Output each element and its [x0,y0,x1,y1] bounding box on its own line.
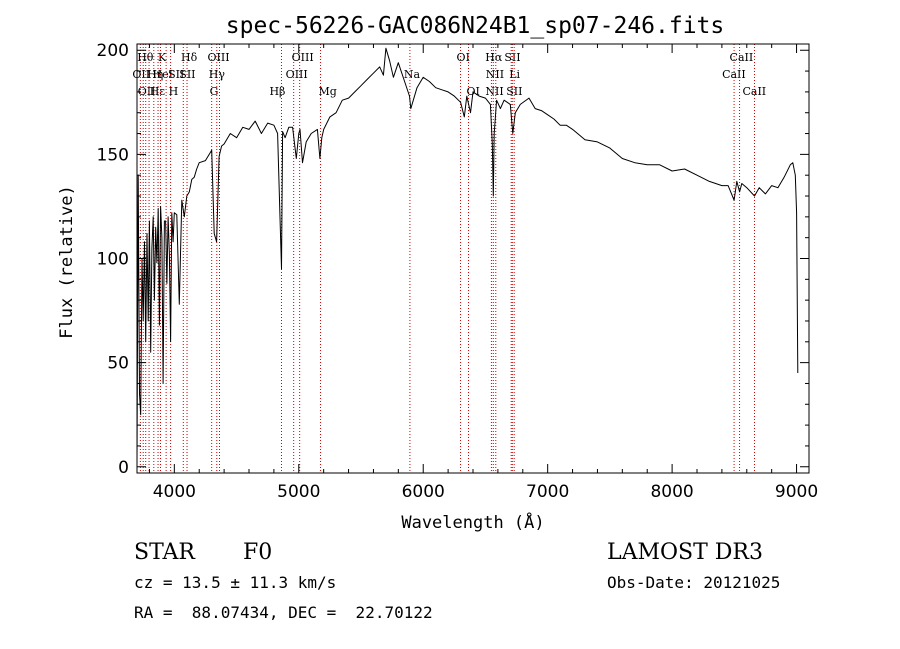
line-marker-label-7: SII [168,68,184,81]
line-marker-label-24: Li [509,68,520,81]
line-marker-label-6: HeI [153,68,173,81]
x-tick-label-1: 5000 [277,482,320,502]
x-tick-label-3: 7000 [526,482,569,502]
spectrum-series [136,47,799,463]
y-tick-label-1: 50 [107,354,129,374]
line-marker-label-21: NII [485,85,503,98]
line-marker-label-8: H [169,85,179,98]
plot-frame [136,43,810,474]
line-marker-label-2: OII [138,85,156,98]
y-tick-label-2: 100 [97,250,129,270]
line-marker-label-23: NII [486,68,504,81]
line-marker-label-22: Hα [485,51,503,64]
x-tick-label-5: 9000 [775,482,818,502]
line-marker-label-27: CaII [722,68,746,81]
x-tick-label-4: 8000 [650,482,693,502]
line-marker-label-26: SII [506,85,522,98]
line-marker-label-4: Hε [150,85,166,98]
x-tick-label-2: 6000 [402,482,445,502]
object-subclass: F0 [243,540,273,565]
line-markers: OIIHθOIIHηHεKHeISIIHHδSIIGHγOIIIHβOIIIOI… [132,44,766,473]
line-marker-label-15: OIII [286,68,308,81]
line-marker-label-17: Mg [319,85,337,98]
x-axis-label: Wavelength (Å) [401,511,544,533]
line-marker-label-9: Hδ [181,51,198,64]
line-marker-label-1: Hθ [137,51,154,64]
sky-coordinates: RA = 88.07434, DEC = 22.70122 [134,603,433,622]
y-tick-label-0: 0 [118,458,129,478]
line-marker-label-18: Na [404,68,421,81]
line-marker-label-19: OI [457,51,470,64]
y-tick-label-4: 200 [97,41,129,61]
line-marker-label-14: Hβ [269,85,285,98]
axis-ticks: 4000 5000 6000 7000 8000 9000 0 50 100 150 200 [97,41,819,502]
line-marker-label-11: G [210,85,219,98]
line-marker-label-28: CaII [730,51,754,64]
y-axis-label: Flux (relative) [57,185,77,339]
object-class: STAR [134,540,195,565]
spectrum-line-0 [136,47,799,463]
line-marker-label-29: CaII [742,85,766,98]
line-marker-label-10: SII [179,68,195,81]
line-marker-label-16: OIII [292,51,314,64]
line-marker-label-3: Hη [147,68,163,81]
y-tick-label-3: 150 [97,145,129,165]
survey-release: LAMOST DR3 [607,540,763,565]
line-marker-label-12: Hγ [209,68,226,81]
line-marker-label-5: K [158,51,167,64]
line-marker-label-13: OIII [208,51,230,64]
line-marker-label-25: SII [504,51,520,64]
x-tick-label-0: 4000 [153,482,196,502]
chart-title: spec-56226-GAC086N24B1_sp07-246.fits [226,13,725,39]
redshift-velocity: cz = 13.5 ± 11.3 km/s [134,573,337,592]
observation-date: Obs-Date: 20121025 [607,573,781,592]
